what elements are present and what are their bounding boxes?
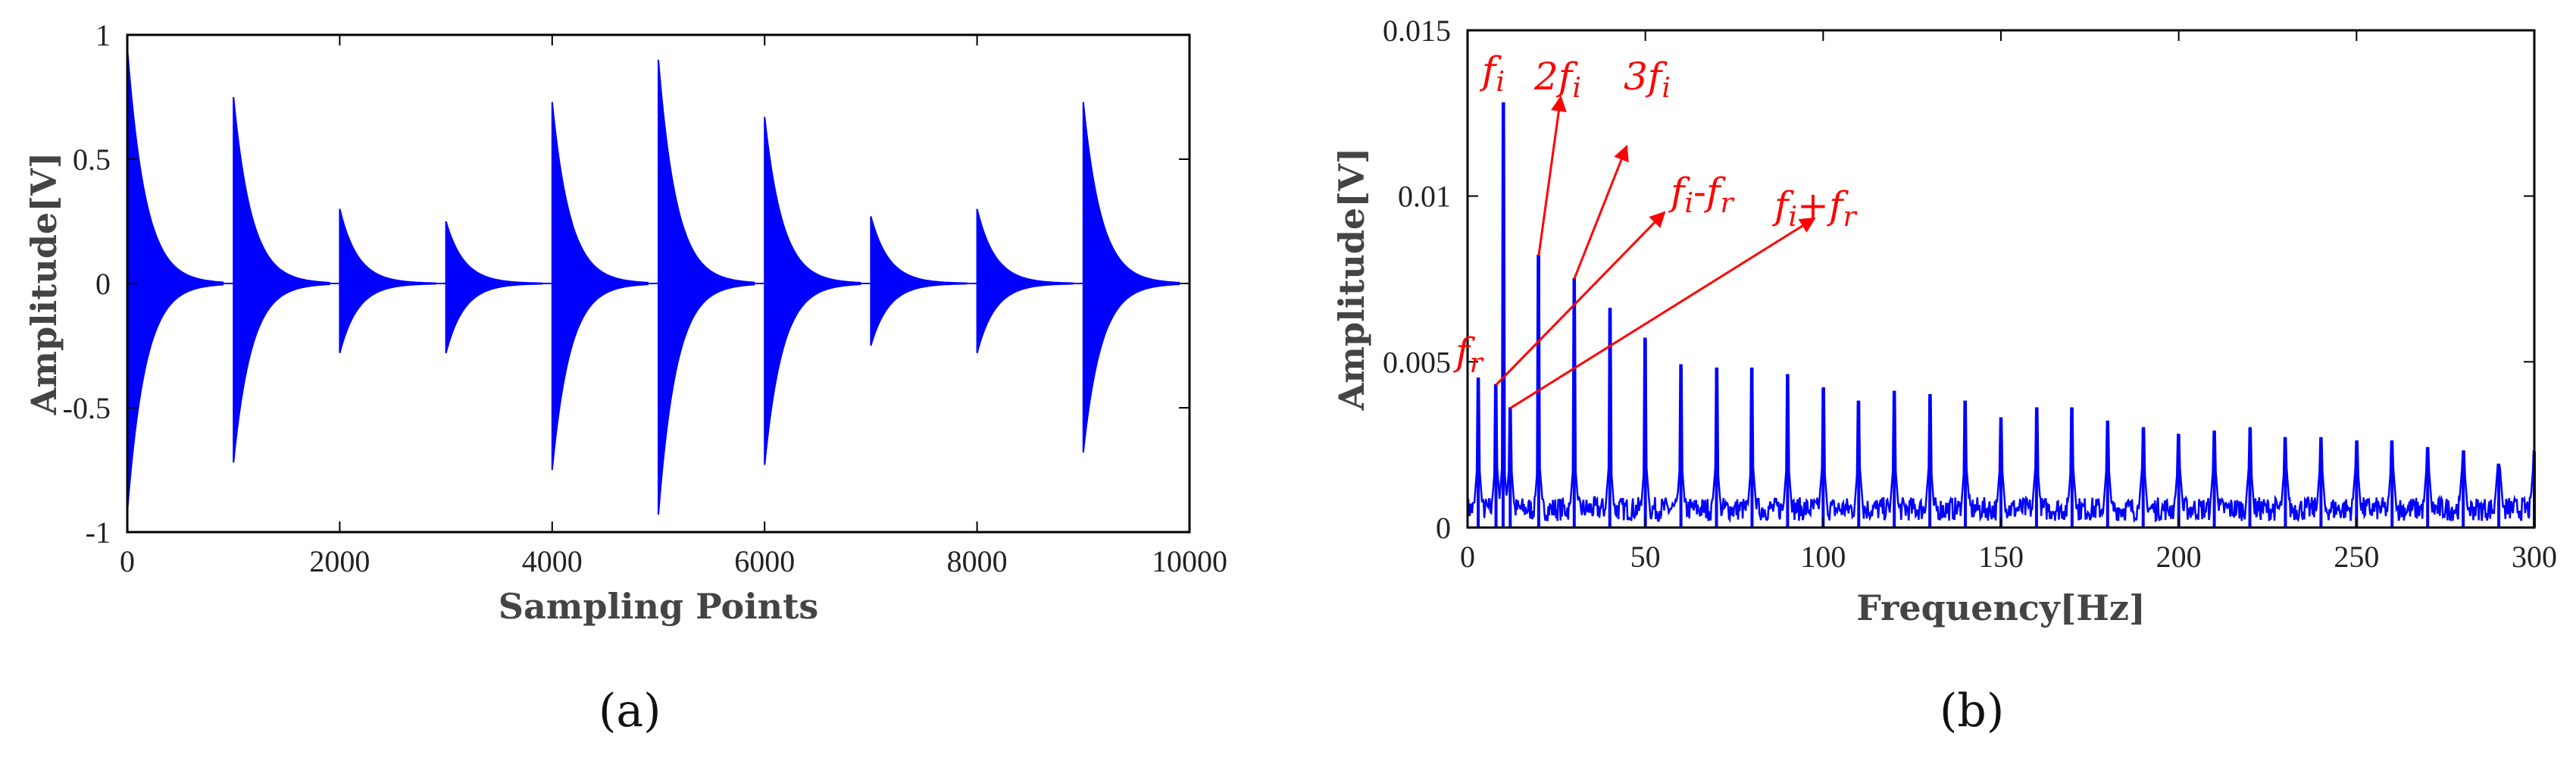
impulse-burst [551, 102, 649, 471]
annotation-arrow [1495, 211, 1666, 386]
panel-a-signal-series [127, 47, 1190, 515]
annotation-operator: - [1693, 170, 1706, 214]
panel-b-spectrum-series [1466, 102, 2536, 528]
annotation-label: 3fi [1624, 55, 1671, 104]
impulse-burst [870, 216, 968, 346]
impulse-burst [764, 117, 861, 465]
annotation-subscript: i [1685, 188, 1694, 219]
annotation-text: 3f [1624, 55, 1668, 99]
annotation-subscript: r [1470, 348, 1484, 379]
x-tick-label: 2000 [309, 544, 370, 578]
annotation-subscript: i [1496, 67, 1505, 98]
x-tick-label: 50 [1630, 540, 1661, 574]
annotation-subscript: r [1720, 188, 1734, 219]
impulse-burst [233, 96, 330, 463]
annotation-arrow [1537, 95, 1567, 256]
annotation-subscript: i [1572, 73, 1581, 104]
panel-b-y-axis-label: Amplitude[V] [1331, 148, 1372, 412]
annotation-label: fi+fr [1771, 183, 1857, 233]
x-tick-label: 100 [1800, 540, 1846, 574]
y-tick-label: 0 [1436, 511, 1451, 545]
panel-a: -1 -0.5 0 0.5 1 0 2000 4000 6000 8000 10000 Sampl… [23, 18, 1227, 738]
annotation-subscript: i [1662, 73, 1671, 104]
y-tick-label: 0.005 [1383, 345, 1451, 379]
panel-b: 0 0.005 0.01 0.015 0 50 100 150 200 250 300 fi fr 2… [1331, 14, 2557, 738]
annotation-label: 2fi [1533, 55, 1581, 104]
y-tick-label: 0.015 [1383, 14, 1451, 48]
impulse-burst [976, 208, 1074, 354]
annotation-subscript: r [1843, 202, 1857, 233]
panel-a-x-axis-label: Sampling Points [499, 586, 819, 627]
impulse-burst [127, 47, 224, 512]
impulse-burst [339, 208, 436, 354]
x-tick-label: 10000 [1152, 544, 1227, 578]
y-tick-label: 0.01 [1398, 180, 1451, 214]
panel-b-x-ticks: 0 50 100 150 200 250 300 [1460, 30, 2557, 574]
x-tick-label: 200 [2156, 540, 2202, 574]
x-tick-label: 300 [2512, 540, 2557, 574]
impulse-burst [1082, 102, 1180, 453]
annotation-label: fi-fr [1668, 170, 1734, 219]
y-tick-label: -0.5 [63, 391, 111, 425]
x-tick-label: 0 [120, 544, 135, 578]
panel-a-x-ticks: 0 2000 4000 6000 8000 10000 [120, 35, 1227, 578]
y-tick-label: -1 [86, 515, 111, 550]
x-tick-label: 250 [2334, 540, 2379, 574]
annotation-subscript: i [1789, 202, 1798, 233]
annotation-label: fr [1452, 330, 1484, 379]
panel-b-x-axis-label: Frequency[Hz] [1856, 587, 2146, 628]
x-tick-label: 6000 [734, 544, 795, 578]
panel-a-label: (a) [599, 684, 661, 738]
annotation-operator: + [1797, 183, 1829, 227]
panel-b-y-ticks: 0 0.005 0.01 0.015 [1383, 14, 2534, 545]
annotation-text: 2f [1533, 55, 1578, 99]
x-tick-label: 150 [1978, 540, 2024, 574]
y-tick-label: 1 [95, 18, 111, 52]
x-tick-label: 4000 [522, 544, 583, 578]
panel-a-y-axis-label: Amplitude[V] [23, 152, 64, 416]
impulse-burst [658, 59, 755, 515]
panel-a-y-ticks: -1 -0.5 0 0.5 1 [63, 18, 1190, 550]
x-tick-label: 8000 [947, 544, 1008, 578]
y-tick-label: 0.5 [73, 142, 111, 177]
annotation-arrow [1509, 217, 1816, 409]
annotation-arrow [1573, 145, 1629, 280]
x-tick-label: 0 [1460, 540, 1475, 574]
impulse-burst [445, 221, 542, 354]
y-tick-label: 0 [95, 267, 111, 301]
annotation-label: fi [1479, 49, 1505, 98]
panel-b-label: (b) [1940, 684, 2004, 738]
